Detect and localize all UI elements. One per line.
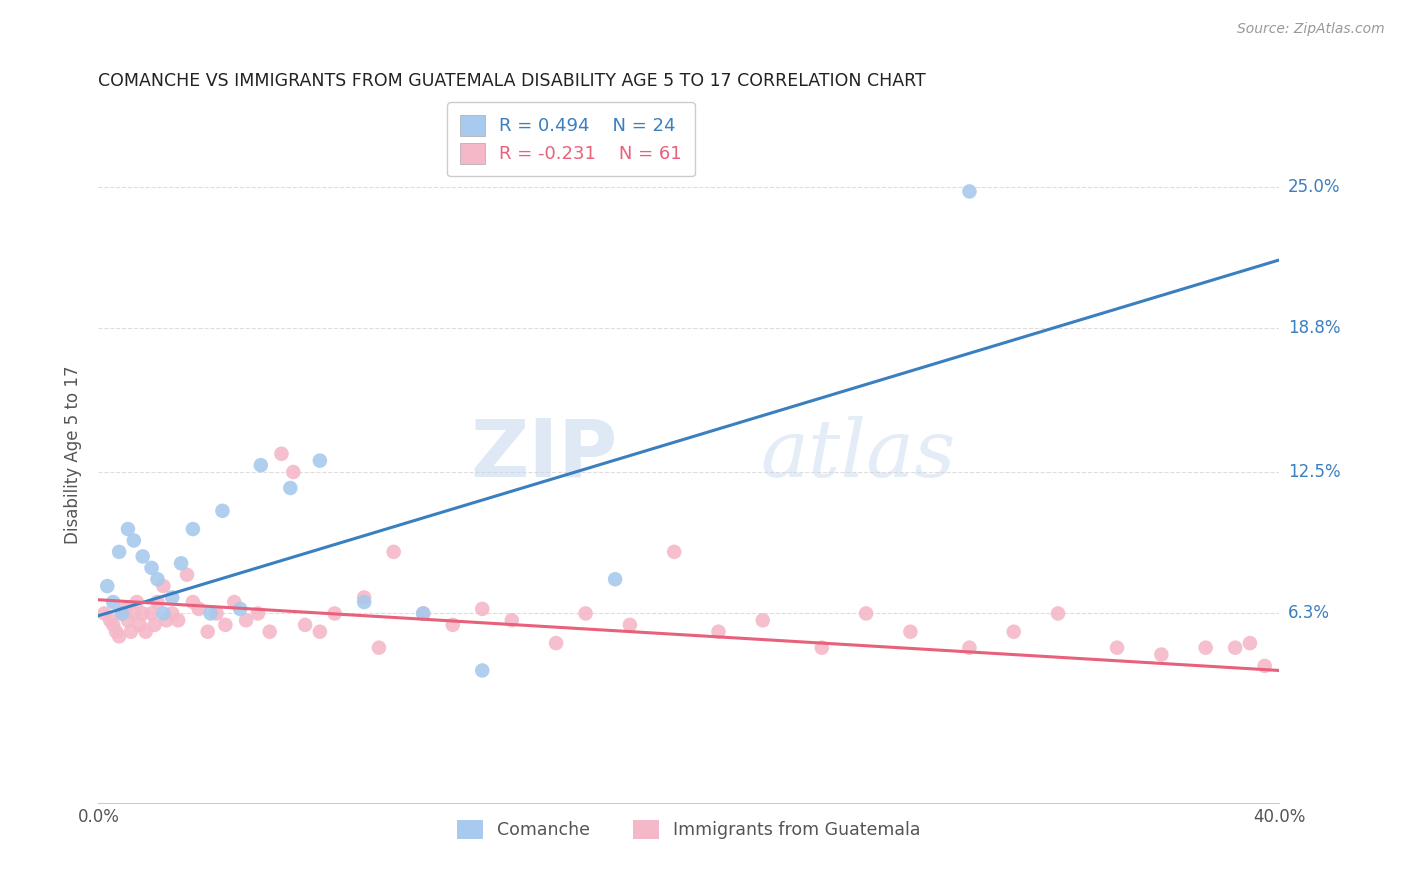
Point bbox=[752, 613, 775, 627]
Point bbox=[167, 613, 190, 627]
Point bbox=[664, 545, 686, 559]
Text: 25.0%: 25.0% bbox=[1288, 178, 1340, 196]
Point bbox=[412, 607, 434, 621]
Point bbox=[810, 640, 832, 655]
Point bbox=[96, 579, 118, 593]
Point bbox=[246, 607, 269, 621]
Point bbox=[235, 613, 257, 627]
Point bbox=[224, 595, 246, 609]
Point bbox=[146, 595, 169, 609]
Point bbox=[441, 618, 464, 632]
Point bbox=[1107, 640, 1129, 655]
Point bbox=[270, 447, 292, 461]
Point bbox=[855, 607, 877, 621]
Point bbox=[501, 613, 523, 627]
Point bbox=[111, 607, 134, 621]
Point bbox=[122, 533, 145, 548]
Point bbox=[368, 640, 391, 655]
Point bbox=[120, 624, 142, 639]
Point bbox=[162, 591, 183, 605]
Text: 6.3%: 6.3% bbox=[1288, 605, 1330, 623]
Point bbox=[105, 624, 128, 639]
Point bbox=[114, 602, 136, 616]
Text: COMANCHE VS IMMIGRANTS FROM GUATEMALA DISABILITY AGE 5 TO 17 CORRELATION CHART: COMANCHE VS IMMIGRANTS FROM GUATEMALA DI… bbox=[98, 72, 927, 90]
Point bbox=[353, 595, 375, 609]
Point bbox=[103, 618, 125, 632]
Text: atlas: atlas bbox=[759, 417, 955, 493]
Point bbox=[176, 567, 198, 582]
Point bbox=[170, 556, 193, 570]
Point bbox=[1239, 636, 1261, 650]
Point bbox=[546, 636, 568, 650]
Point bbox=[250, 458, 273, 473]
Point bbox=[309, 453, 332, 467]
Point bbox=[214, 618, 236, 632]
Point bbox=[162, 607, 183, 621]
Point bbox=[229, 602, 252, 616]
Point bbox=[128, 618, 150, 632]
Point bbox=[187, 602, 209, 616]
Point bbox=[1150, 648, 1173, 662]
Y-axis label: Disability Age 5 to 17: Disability Age 5 to 17 bbox=[65, 366, 83, 544]
Point bbox=[900, 624, 922, 639]
Legend: Comanche, Immigrants from Guatemala: Comanche, Immigrants from Guatemala bbox=[450, 814, 928, 847]
Point bbox=[471, 602, 494, 616]
Text: 12.5%: 12.5% bbox=[1288, 463, 1340, 481]
Point bbox=[93, 607, 115, 621]
Point bbox=[117, 613, 139, 627]
Point bbox=[111, 607, 134, 621]
Point bbox=[98, 613, 121, 627]
Point bbox=[108, 545, 131, 559]
Point bbox=[155, 613, 177, 627]
Point bbox=[132, 549, 155, 564]
Point bbox=[294, 618, 316, 632]
Point bbox=[1002, 624, 1025, 639]
Point bbox=[125, 595, 148, 609]
Point bbox=[152, 607, 174, 621]
Point bbox=[280, 481, 302, 495]
Point bbox=[259, 624, 281, 639]
Point bbox=[575, 607, 598, 621]
Point bbox=[619, 618, 641, 632]
Text: ZIP: ZIP bbox=[471, 416, 619, 494]
Point bbox=[181, 522, 204, 536]
Point bbox=[309, 624, 332, 639]
Point bbox=[605, 572, 627, 586]
Point bbox=[197, 624, 219, 639]
Point bbox=[146, 572, 169, 586]
Point bbox=[1254, 659, 1277, 673]
Point bbox=[471, 664, 494, 678]
Point bbox=[323, 607, 346, 621]
Point bbox=[959, 640, 981, 655]
Point bbox=[132, 607, 155, 621]
Point bbox=[382, 545, 405, 559]
Point bbox=[141, 561, 163, 575]
Point bbox=[117, 522, 139, 536]
Text: 18.8%: 18.8% bbox=[1288, 319, 1340, 337]
Point bbox=[1225, 640, 1247, 655]
Point bbox=[707, 624, 730, 639]
Point bbox=[135, 624, 157, 639]
Point bbox=[181, 595, 204, 609]
Point bbox=[103, 595, 125, 609]
Point bbox=[205, 607, 228, 621]
Point bbox=[122, 607, 145, 621]
Point bbox=[283, 465, 305, 479]
Point bbox=[141, 607, 163, 621]
Point bbox=[152, 579, 174, 593]
Point bbox=[108, 629, 131, 643]
Point bbox=[353, 591, 375, 605]
Point bbox=[200, 607, 222, 621]
Point bbox=[143, 618, 166, 632]
Text: Source: ZipAtlas.com: Source: ZipAtlas.com bbox=[1237, 22, 1385, 37]
Point bbox=[412, 607, 434, 621]
Point bbox=[959, 185, 981, 199]
Point bbox=[1195, 640, 1218, 655]
Point bbox=[211, 504, 233, 518]
Point bbox=[1046, 607, 1070, 621]
